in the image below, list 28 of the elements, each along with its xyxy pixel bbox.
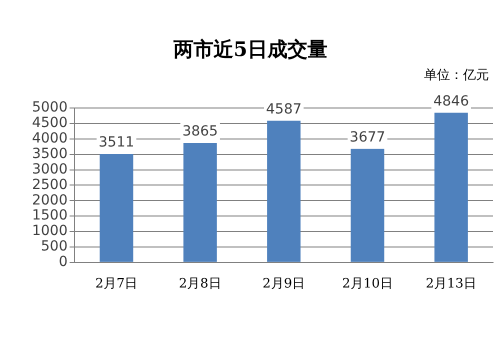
y-tick-label: 0 <box>58 254 68 270</box>
data-label: 3511 <box>98 134 134 151</box>
y-tick-label: 2500 <box>32 176 68 193</box>
chart-title: 两市近5日成交量 <box>172 36 328 63</box>
bar <box>100 154 134 262</box>
bar <box>434 112 468 262</box>
data-label: 3677 <box>350 129 386 146</box>
y-tick-label: 4500 <box>32 115 68 132</box>
y-tick-label: 500 <box>40 238 68 255</box>
bar <box>350 148 384 262</box>
data-label: 3865 <box>182 124 218 140</box>
x-tick-label: 2月13日 <box>426 276 477 292</box>
y-tick-label: 1000 <box>32 223 68 240</box>
x-tick-label: 2月8日 <box>178 276 222 292</box>
x-tick-label: 2月10日 <box>342 276 393 292</box>
text: 单位：亿元 <box>424 67 489 84</box>
y-tick-label: 3000 <box>32 161 68 178</box>
x-tick-label: 2月9日 <box>262 276 306 292</box>
data-label: 4846 <box>433 93 470 110</box>
y-tick-label: 4000 <box>32 130 68 147</box>
x-tick-label: 2月7日 <box>95 276 138 292</box>
y-tick-label: 1500 <box>32 208 68 224</box>
bar <box>183 143 217 262</box>
y-tick-label: 2000 <box>32 192 68 208</box>
y-tick-label: 3500 <box>32 146 68 162</box>
bar <box>267 120 301 262</box>
data-label: 4587 <box>266 101 302 118</box>
y-tick-label: 5000 <box>32 100 68 116</box>
